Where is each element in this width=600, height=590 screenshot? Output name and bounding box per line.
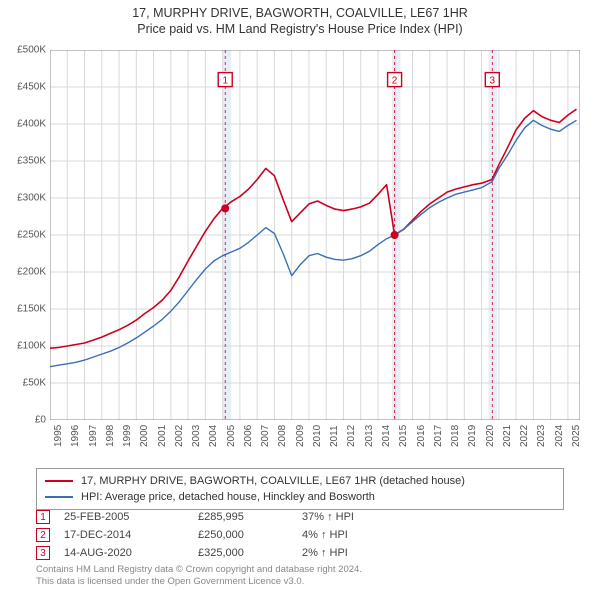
y-tick-label: £100K xyxy=(4,341,46,352)
sale-marker: 1 xyxy=(36,510,50,524)
footer-line1: Contains HM Land Registry data © Crown c… xyxy=(36,564,362,576)
x-tick-label: 2010 xyxy=(312,425,323,447)
x-tick-label: 2006 xyxy=(243,425,254,447)
y-tick-label: £50K xyxy=(4,378,46,389)
sale-price: £285,995 xyxy=(198,511,288,523)
legend-label-hpi: HPI: Average price, detached house, Hinc… xyxy=(81,489,375,505)
sale-pct: 2% ↑ HPI xyxy=(302,547,392,559)
x-tick-label: 2018 xyxy=(450,425,461,447)
y-tick-label: £350K xyxy=(4,156,46,167)
x-tick-label: 2023 xyxy=(536,425,547,447)
sale-date: 14-AUG-2020 xyxy=(64,547,184,559)
sale-marker: 3 xyxy=(36,546,50,560)
sale-pct: 37% ↑ HPI xyxy=(302,511,392,523)
x-tick-label: 2019 xyxy=(467,425,478,447)
sale-date: 25-FEB-2005 xyxy=(64,511,184,523)
x-tick-label: 2005 xyxy=(226,425,237,447)
title-block: 17, MURPHY DRIVE, BAGWORTH, COALVILLE, L… xyxy=(0,0,600,36)
x-tick-label: 1998 xyxy=(105,425,116,447)
legend-row-hpi: HPI: Average price, detached house, Hinc… xyxy=(45,489,555,505)
title-line1: 17, MURPHY DRIVE, BAGWORTH, COALVILLE, L… xyxy=(0,6,600,20)
sale-row: 1 25-FEB-2005 £285,995 37% ↑ HPI xyxy=(36,508,564,526)
x-tick-label: 2000 xyxy=(139,425,150,447)
x-tick-label: 1997 xyxy=(88,425,99,447)
x-tick-label: 2017 xyxy=(433,425,444,447)
x-tick-label: 2021 xyxy=(502,425,513,447)
sale-row: 2 17-DEC-2014 £250,000 4% ↑ HPI xyxy=(36,526,564,544)
svg-text:2: 2 xyxy=(392,76,398,87)
x-tick-label: 2014 xyxy=(381,425,392,447)
x-tick-label: 2024 xyxy=(554,425,565,447)
x-tick-label: 2009 xyxy=(295,425,306,447)
x-tick-label: 2002 xyxy=(174,425,185,447)
sale-marker: 2 xyxy=(36,528,50,542)
legend-row-property: 17, MURPHY DRIVE, BAGWORTH, COALVILLE, L… xyxy=(45,473,555,489)
footer: Contains HM Land Registry data © Crown c… xyxy=(36,564,362,588)
legend-swatch-hpi xyxy=(45,496,73,498)
y-tick-label: £500K xyxy=(4,45,46,56)
x-tick-label: 2016 xyxy=(416,425,427,447)
y-tick-label: £450K xyxy=(4,82,46,93)
x-tick-label: 1995 xyxy=(53,425,64,447)
svg-text:1: 1 xyxy=(222,76,228,87)
title-line2: Price paid vs. HM Land Registry's House … xyxy=(0,22,600,36)
x-tick-label: 2004 xyxy=(208,425,219,447)
y-tick-label: £250K xyxy=(4,230,46,241)
x-tick-label: 2007 xyxy=(260,425,271,447)
sale-date: 17-DEC-2014 xyxy=(64,529,184,541)
x-tick-label: 1996 xyxy=(70,425,81,447)
chart-svg: 1 2 3 xyxy=(50,50,580,420)
y-tick-label: £200K xyxy=(4,267,46,278)
y-tick-label: £400K xyxy=(4,119,46,130)
x-tick-label: 2011 xyxy=(329,425,340,447)
x-tick-label: 2012 xyxy=(346,425,357,447)
y-tick-label: £300K xyxy=(4,193,46,204)
sale-pct: 4% ↑ HPI xyxy=(302,529,392,541)
sales-table: 1 25-FEB-2005 £285,995 37% ↑ HPI 2 17-DEC-201… xyxy=(36,508,564,562)
legend-box: 17, MURPHY DRIVE, BAGWORTH, COALVILLE, L… xyxy=(36,468,564,510)
y-tick-label: £0 xyxy=(4,415,46,426)
x-tick-label: 2025 xyxy=(571,425,582,447)
legend-swatch-property xyxy=(45,480,73,482)
chart-area: 123 £0£50K£100K£150K£200K£250K£300K£350K… xyxy=(50,50,580,420)
x-tick-label: 2001 xyxy=(157,425,168,447)
footer-line2: This data is licensed under the Open Gov… xyxy=(36,576,362,588)
sale-price: £250,000 xyxy=(198,529,288,541)
x-tick-label: 2015 xyxy=(398,425,409,447)
chart-container: 17, MURPHY DRIVE, BAGWORTH, COALVILLE, L… xyxy=(0,0,600,590)
x-tick-label: 1999 xyxy=(122,425,133,447)
x-tick-label: 2013 xyxy=(364,425,375,447)
x-tick-label: 2022 xyxy=(519,425,530,447)
svg-text:3: 3 xyxy=(490,76,496,87)
x-tick-label: 2008 xyxy=(277,425,288,447)
x-tick-label: 2003 xyxy=(191,425,202,447)
sale-row: 3 14-AUG-2020 £325,000 2% ↑ HPI xyxy=(36,544,564,562)
sale-price: £325,000 xyxy=(198,547,288,559)
legend-label-property: 17, MURPHY DRIVE, BAGWORTH, COALVILLE, L… xyxy=(81,473,465,489)
y-tick-label: £150K xyxy=(4,304,46,315)
x-tick-label: 2020 xyxy=(485,425,496,447)
